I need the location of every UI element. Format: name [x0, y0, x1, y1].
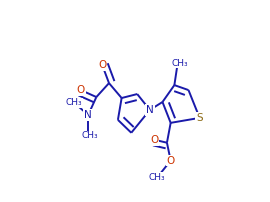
Text: S: S: [196, 113, 203, 123]
Text: CH₃: CH₃: [82, 131, 99, 140]
Text: O: O: [98, 60, 106, 70]
Text: N: N: [146, 105, 154, 115]
Text: CH₃: CH₃: [171, 59, 188, 68]
Text: O: O: [77, 85, 85, 95]
Text: O: O: [150, 135, 158, 145]
Text: N: N: [84, 110, 92, 120]
Text: O: O: [167, 156, 175, 166]
Text: CH₃: CH₃: [65, 99, 82, 107]
Text: CH₃: CH₃: [148, 173, 165, 182]
